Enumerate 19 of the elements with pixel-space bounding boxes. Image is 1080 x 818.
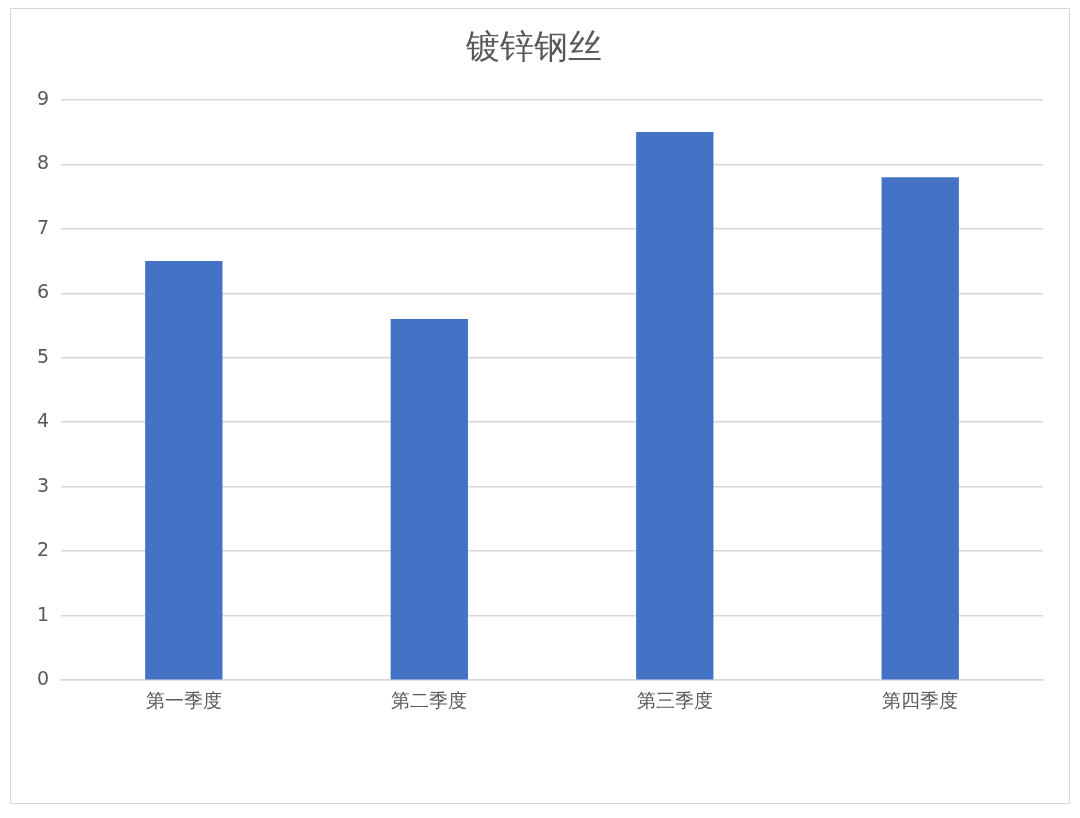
y-tick-label: 6 [36,280,50,303]
y-tick-label: 0 [36,667,50,690]
y-tick-label: 1 [36,602,50,625]
y-tick-label: 8 [36,151,50,174]
y-tick-label: 9 [36,86,50,109]
x-tick-label: 第一季度 [145,688,222,711]
bar [390,319,468,680]
bar [881,177,959,680]
chart-title: 镀锌钢丝 [465,26,602,67]
y-tick-label: 7 [36,215,50,238]
bar [636,132,714,680]
y-tick-label: 4 [36,409,50,432]
bar [145,261,223,680]
x-tick-label: 第二季度 [391,688,468,711]
y-tick-label: 3 [36,473,50,496]
x-tick-label: 第三季度 [636,688,713,711]
y-tick-label: 2 [36,538,50,561]
x-tick-label: 第四季度 [882,688,959,711]
y-tick-label: 5 [36,344,50,367]
